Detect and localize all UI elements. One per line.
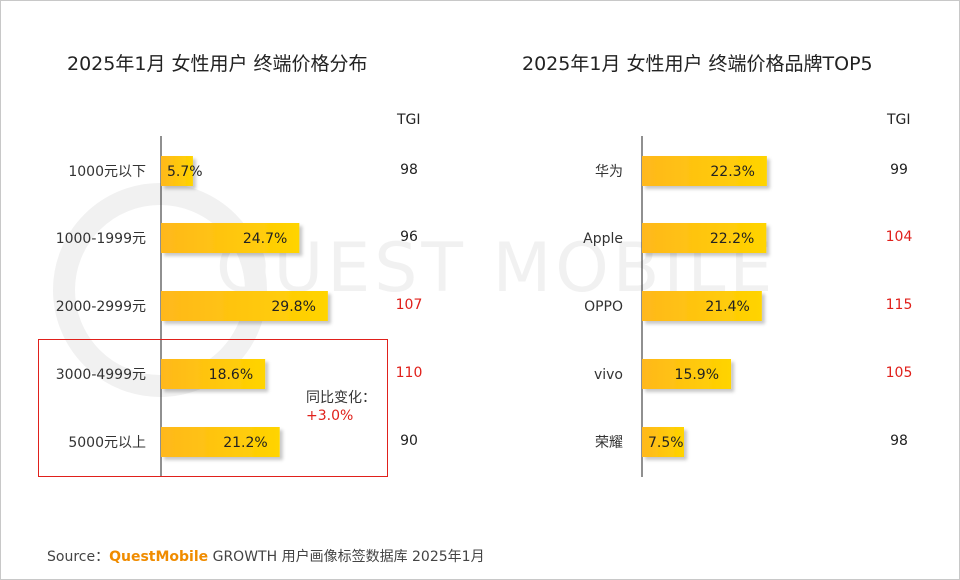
right-tgi-value: 98 bbox=[890, 433, 908, 449]
right-category-label: 华为 bbox=[595, 164, 623, 180]
left-tgi-value: 90 bbox=[400, 433, 418, 449]
left-tgi-value: 107 bbox=[396, 297, 423, 313]
right-category-label: OPPO bbox=[584, 299, 623, 315]
left-bar bbox=[161, 223, 300, 253]
left-value-label: 5.7% bbox=[167, 164, 203, 180]
right-category-label: 荣耀 bbox=[595, 435, 623, 451]
right-tgi-value: 104 bbox=[886, 229, 913, 245]
right-tgi-value: 105 bbox=[886, 365, 913, 381]
left-value-label: 29.8% bbox=[271, 299, 315, 315]
right-value-label: 22.2% bbox=[710, 231, 754, 247]
right-bar bbox=[642, 291, 762, 321]
source-line: Source：QuestMobile GROWTH 用户画像标签数据库 2025… bbox=[47, 546, 485, 566]
left-bar bbox=[161, 291, 328, 321]
source-text: GROWTH 用户画像标签数据库 2025年1月 bbox=[212, 549, 485, 565]
left-tgi-header: TGI bbox=[397, 112, 421, 128]
right-tgi-value: 115 bbox=[886, 297, 913, 313]
left-chart-title: 2025年1月 女性用户 终端价格分布 bbox=[67, 53, 368, 75]
left-value-label: 18.6% bbox=[209, 367, 253, 383]
left-tgi-value: 98 bbox=[400, 162, 418, 178]
price-highlight-box bbox=[38, 339, 388, 477]
left-tgi-value: 110 bbox=[396, 365, 423, 381]
yoy-value: +3.0% bbox=[306, 408, 354, 424]
yoy-annotation: 同比变化： +3.0% bbox=[306, 389, 376, 425]
left-category-label: 3000-4999元 bbox=[56, 367, 146, 383]
right-bar bbox=[642, 427, 684, 457]
right-value-label: 22.3% bbox=[710, 164, 754, 180]
right-value-label: 15.9% bbox=[675, 367, 719, 383]
yoy-label: 同比变化： bbox=[306, 390, 376, 406]
right-value-label: 21.4% bbox=[705, 299, 749, 315]
right-bar bbox=[642, 359, 732, 389]
left-category-label: 1000元以下 bbox=[68, 164, 146, 180]
source-brand: QuestMobile bbox=[109, 549, 209, 565]
right-tgi-value: 99 bbox=[890, 162, 908, 178]
right-bar bbox=[642, 223, 767, 253]
left-tgi-value: 96 bbox=[400, 229, 418, 245]
right-bar bbox=[642, 156, 767, 186]
right-value-label: 7.5% bbox=[648, 435, 684, 451]
left-category-label: 2000-2999元 bbox=[56, 299, 146, 315]
right-category-label: Apple bbox=[583, 231, 623, 247]
left-value-label: 21.2% bbox=[223, 435, 267, 451]
source-prefix: Source： bbox=[47, 549, 110, 565]
left-category-label: 5000元以上 bbox=[68, 435, 146, 451]
right-tgi-header: TGI bbox=[887, 112, 911, 128]
right-chart-title: 2025年1月 女性用户 终端价格品牌TOP5 bbox=[522, 53, 873, 75]
left-bar bbox=[161, 359, 266, 389]
left-bar bbox=[161, 427, 280, 457]
left-category-label: 1000-1999元 bbox=[56, 231, 146, 247]
right-category-label: vivo bbox=[594, 367, 623, 383]
left-bar bbox=[161, 156, 193, 186]
left-value-label: 24.7% bbox=[243, 231, 287, 247]
